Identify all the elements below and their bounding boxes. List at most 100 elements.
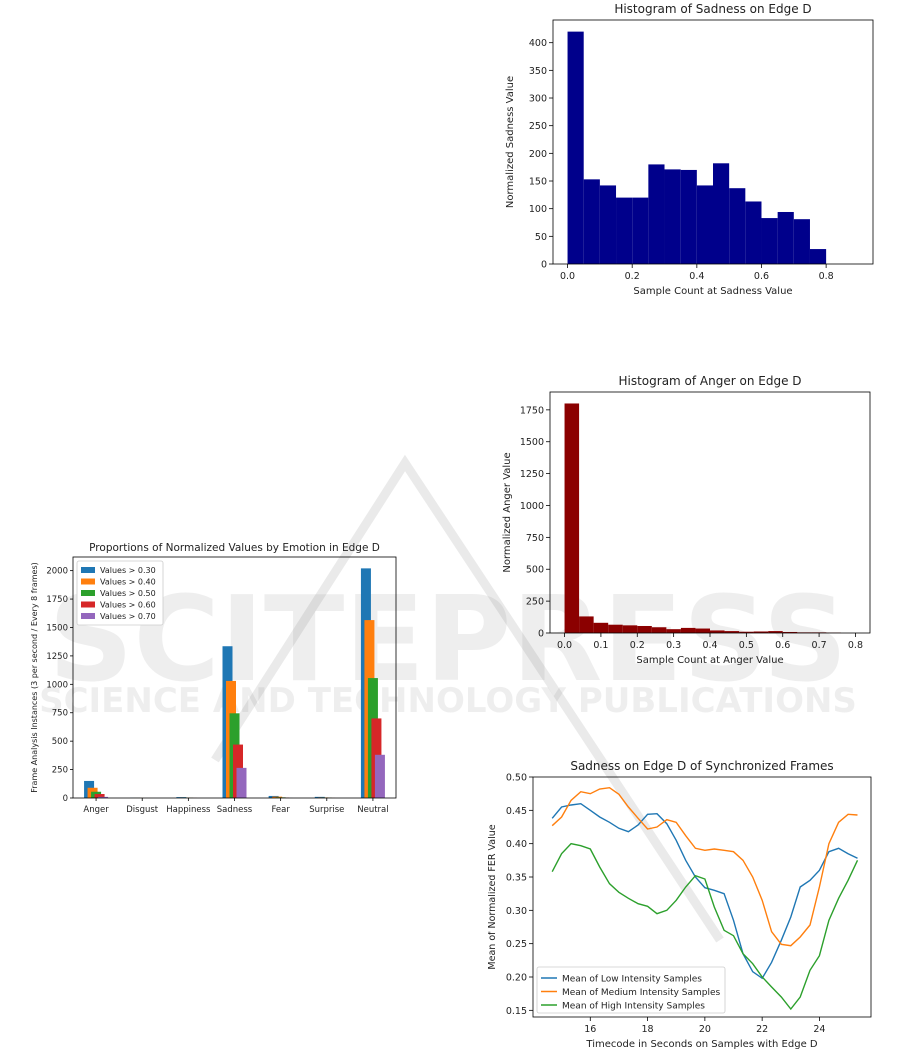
- histogram-bar: [724, 631, 740, 633]
- histogram-bar: [632, 197, 649, 264]
- x-axis-label: Timecode in Seconds on Samples with Edge…: [585, 1039, 818, 1050]
- y-tick-label: 150: [529, 177, 547, 188]
- y-tick-label: 350: [529, 66, 547, 77]
- bar-sadness: [236, 767, 247, 798]
- y-axis-label: Mean of Normalized FER Value: [488, 824, 498, 969]
- chart-title: Proportions of Normalized Values by Emot…: [89, 542, 380, 554]
- x-tick-label: Neutral: [357, 805, 388, 815]
- x-tick-label: 0.1: [593, 640, 608, 651]
- histogram-bar: [637, 625, 652, 633]
- y-tick-label: 250: [529, 121, 547, 132]
- histogram-bar: [579, 616, 594, 633]
- legend-label: Mean of Medium Intensity Samples: [562, 988, 721, 998]
- y-tick-label: 250: [526, 597, 544, 608]
- watermark-chevron: [211, 454, 724, 943]
- y-axis-label: Frame Analysis Instances (3 per second /…: [30, 562, 39, 793]
- y-tick-label: 1750: [520, 405, 544, 416]
- x-tick-label: 0.8: [819, 271, 834, 282]
- bar-neutral: [374, 754, 385, 798]
- y-axis-label: Normalized Sadness Value: [505, 76, 516, 208]
- histogram-bar: [564, 403, 580, 633]
- y-tick-label: 0.40: [506, 839, 527, 850]
- y-tick-label: 1000: [46, 680, 68, 690]
- histogram-bar: [616, 197, 633, 264]
- histogram-bar: [622, 625, 638, 633]
- x-tick-label: 18: [642, 1024, 654, 1035]
- x-tick-label: Fear: [271, 805, 290, 815]
- histogram-bar: [710, 630, 725, 633]
- bar-anger: [98, 796, 109, 798]
- y-tick-label: 1750: [46, 595, 68, 605]
- x-tick-label: Anger: [83, 805, 109, 815]
- bar-anger: [94, 794, 105, 798]
- histogram-bar: [809, 249, 827, 264]
- histogram-bar: [768, 631, 783, 633]
- x-tick-label: 16: [584, 1024, 596, 1035]
- chart-title: Histogram of Sadness on Edge D: [614, 2, 811, 16]
- histogram-bar: [753, 631, 769, 633]
- y-tick-label: 300: [529, 94, 547, 105]
- y-tick-label: 1500: [520, 437, 544, 448]
- legend-label: Values > 0.30: [100, 566, 156, 575]
- x-tick-label: 22: [756, 1024, 768, 1035]
- plot-frame: [532, 776, 872, 1018]
- x-tick-label: 0.7: [812, 640, 827, 651]
- y-tick-label: 750: [52, 709, 68, 719]
- x-axis-label: Sample Count at Anger Value: [636, 655, 783, 666]
- y-tick-label: 1000: [520, 501, 544, 512]
- sadness-sync-chart: Sadness on Edge D of Synchronized Frames…: [488, 760, 872, 1050]
- y-tick-label: 2000: [46, 567, 68, 577]
- y-tick-label: 0.45: [506, 806, 527, 817]
- y-tick-label: 50: [535, 232, 547, 243]
- x-tick-label: Happiness: [166, 805, 211, 815]
- x-tick-label: 0.0: [557, 640, 572, 651]
- legend-swatch: [81, 567, 95, 573]
- histogram-bar: [777, 211, 794, 264]
- legend-label: Mean of Low Intensity Samples: [562, 975, 702, 985]
- proportions-chart: Proportions of Normalized Values by Emot…: [30, 542, 397, 815]
- y-tick-label: 200: [529, 149, 547, 160]
- histogram-bar: [599, 185, 617, 264]
- y-tick-label: 750: [526, 533, 544, 544]
- y-axis-label: Normalized Anger Value: [502, 452, 513, 572]
- y-tick-label: 0.35: [506, 873, 527, 884]
- x-tick-label: 0.6: [775, 640, 790, 651]
- legend: Values > 0.30 Values > 0.40 Values > 0.50 V…: [76, 560, 164, 626]
- histogram-bar: [664, 169, 681, 264]
- x-tick-label: 0.2: [625, 271, 640, 282]
- histogram-bar: [793, 219, 810, 264]
- legend-box: [76, 560, 164, 626]
- histogram-bar: [651, 627, 667, 633]
- x-tick-label: 0.4: [702, 640, 717, 651]
- x-tick-label: 0.6: [754, 271, 769, 282]
- x-tick-label: Surprise: [309, 805, 344, 815]
- histogram-bar: [583, 179, 600, 264]
- y-tick-label: 400: [529, 38, 547, 49]
- x-tick-label: 0.2: [630, 640, 645, 651]
- histogram-bar: [696, 185, 713, 264]
- plot-frame: [72, 556, 397, 799]
- histogram-bar: [680, 627, 696, 633]
- x-tick-label: 24: [813, 1024, 825, 1035]
- legend-label: Values > 0.60: [100, 601, 156, 610]
- plot-frame: [552, 19, 874, 265]
- histogram-bar: [666, 629, 681, 633]
- series-line-2: [551, 842, 859, 1011]
- chart-title: Sadness on Edge D of Synchronized Frames: [570, 760, 833, 773]
- legend-label: Mean of High Intensity Samples: [562, 1002, 705, 1012]
- x-tick-label: Disgust: [126, 805, 159, 815]
- x-tick-label: 0.3: [666, 640, 681, 651]
- legend-swatch: [81, 578, 95, 585]
- watermark-subtext: SCIENCE AND TECHNOLOGY PUBLICATIONS: [39, 681, 857, 721]
- histogram-bar: [782, 631, 798, 633]
- y-tick-label: 500: [52, 737, 68, 747]
- x-tick-label: 0.5: [739, 640, 754, 651]
- series-line-1: [551, 786, 858, 947]
- x-tick-label: Sadness: [217, 805, 253, 815]
- histogram-bar: [680, 169, 697, 264]
- legend: Mean of Low Intensity Samples Mean of Med…: [536, 966, 726, 1014]
- legend-swatch: [81, 590, 95, 596]
- plot-frame: [549, 391, 871, 634]
- y-tick-label: 1500: [46, 623, 68, 633]
